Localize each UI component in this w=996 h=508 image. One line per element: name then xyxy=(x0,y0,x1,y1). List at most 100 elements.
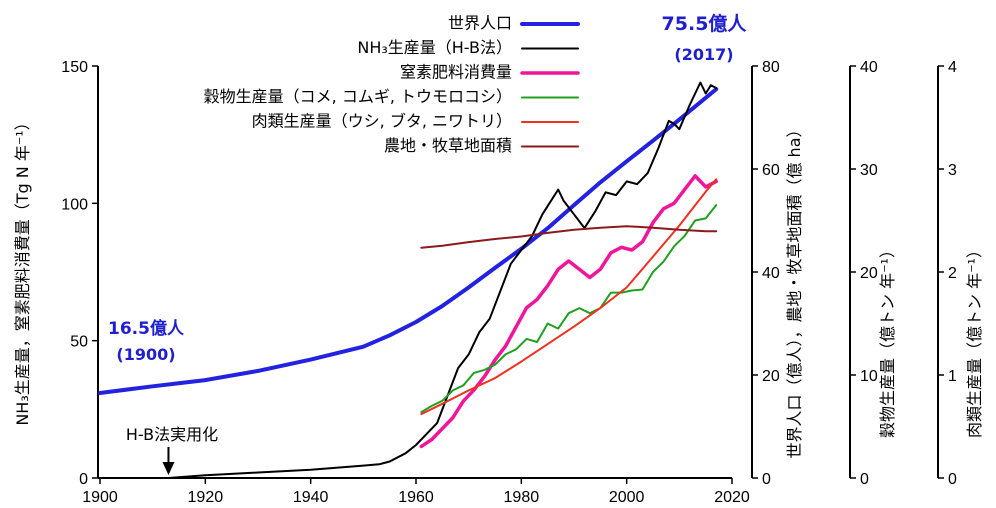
series-point-0 xyxy=(152,386,153,387)
r3-tick-label: 1 xyxy=(948,368,957,385)
series-point-3 xyxy=(695,220,696,221)
r2-tick-label: 20 xyxy=(860,265,878,282)
series-point-1 xyxy=(168,477,169,478)
series-point-0 xyxy=(442,305,443,306)
series-point-4 xyxy=(573,326,574,327)
series-point-2 xyxy=(568,260,569,261)
series-point-3 xyxy=(558,328,559,329)
series-point-4 xyxy=(547,344,548,345)
series-layer xyxy=(98,81,719,479)
series-point-1 xyxy=(679,129,680,130)
series-point-0 xyxy=(468,287,469,288)
series-point-3 xyxy=(663,261,664,262)
series-point-3 xyxy=(610,292,611,293)
axes-layer: 1900 1920 1940 1960 1980 2000 2020050100150NH₃… xyxy=(13,59,984,506)
series-point-2 xyxy=(537,299,538,300)
series-point-1 xyxy=(552,197,553,198)
series-point-2 xyxy=(631,249,632,250)
series-point-2 xyxy=(526,307,527,308)
series-point-0 xyxy=(99,392,100,393)
series-point-0 xyxy=(389,335,390,336)
series-point-3 xyxy=(716,204,717,205)
series-point-1 xyxy=(389,461,390,462)
series-point-1 xyxy=(573,214,574,215)
r2-tick-label: 40 xyxy=(860,59,878,76)
series-point-0 xyxy=(310,359,311,360)
series-point-1 xyxy=(563,200,564,201)
r1-tick-label: 60 xyxy=(762,162,780,179)
series-point-2 xyxy=(684,189,685,190)
series-point-2 xyxy=(505,346,506,347)
x-tick-label: 1900 xyxy=(82,489,118,506)
series-point-5 xyxy=(494,238,495,239)
annotations: 16.5億人 (1900) 75.5億人 (2017) H-B法実用化 xyxy=(108,12,747,475)
series-point-5 xyxy=(679,229,680,230)
series-point-3 xyxy=(652,271,653,272)
r3-tick-label: 0 xyxy=(948,471,957,488)
r2-tick-label: 10 xyxy=(860,368,878,385)
series-point-3 xyxy=(494,364,495,365)
series-point-1 xyxy=(658,148,659,149)
series-point-2 xyxy=(663,208,664,209)
series-point-5 xyxy=(573,229,574,230)
series-point-1 xyxy=(647,173,648,174)
series-point-3 xyxy=(421,411,422,412)
series-point-1 xyxy=(405,453,406,454)
series-point-3 xyxy=(642,289,643,290)
series-point-2 xyxy=(494,359,495,360)
legend-label-1: NH₃生産量（H-B法） xyxy=(357,38,512,57)
r3-tick-label: 4 xyxy=(948,59,957,76)
series-point-2 xyxy=(695,175,696,176)
series-point-4 xyxy=(521,361,522,362)
series-point-1 xyxy=(700,82,701,83)
series-point-2 xyxy=(473,390,474,391)
series-point-1 xyxy=(716,87,717,88)
series-point-5 xyxy=(442,245,443,246)
series-point-2 xyxy=(642,241,643,242)
r3-tick-label: 3 xyxy=(948,162,957,179)
legend-label-5: 農地・牧草地面積 xyxy=(384,136,512,155)
series-point-2 xyxy=(652,222,653,223)
series-point-2 xyxy=(442,428,443,429)
left-tick-label: 150 xyxy=(61,59,88,76)
series-point-0 xyxy=(205,380,206,381)
left-tick-label: 100 xyxy=(61,196,88,213)
r1-tick-label: 0 xyxy=(762,471,771,488)
series-point-3 xyxy=(673,246,674,247)
series-point-5 xyxy=(705,231,706,232)
legend-label-2: 窒素肥料消費量 xyxy=(400,63,512,82)
series-point-3 xyxy=(442,400,443,401)
series-point-0 xyxy=(626,161,627,162)
series-point-2 xyxy=(431,439,432,440)
series-point-1 xyxy=(689,104,690,105)
series-point-1 xyxy=(458,368,459,369)
series-point-2 xyxy=(421,446,422,447)
series-point-4 xyxy=(705,191,706,192)
series-point-3 xyxy=(473,372,474,373)
series-point-1 xyxy=(668,120,669,121)
series-point-2 xyxy=(610,252,611,253)
left-tick-label: 50 xyxy=(70,334,88,351)
series-point-4 xyxy=(442,403,443,404)
left-axis-title: NH₃生産量，窒素肥料消費量（Tg N 年⁻¹） xyxy=(13,114,32,425)
annotation-pop-1900-year: (1900) xyxy=(116,345,175,364)
series-point-3 xyxy=(484,369,485,370)
series-point-4 xyxy=(468,390,469,391)
series-point-0 xyxy=(600,182,601,183)
series-point-0 xyxy=(415,321,416,322)
series-point-4 xyxy=(600,307,601,308)
series-line-0 xyxy=(98,87,719,395)
series-line-5 xyxy=(420,225,718,249)
series-point-3 xyxy=(684,235,685,236)
series-point-1 xyxy=(363,465,364,466)
legend-label-0: 世界人口 xyxy=(448,14,512,33)
series-point-4 xyxy=(494,377,495,378)
series-point-1 xyxy=(510,263,511,264)
series-point-2 xyxy=(600,269,601,270)
series-point-1 xyxy=(705,93,706,94)
series-point-3 xyxy=(431,405,432,406)
series-point-1 xyxy=(257,472,258,473)
series-point-1 xyxy=(436,422,437,423)
